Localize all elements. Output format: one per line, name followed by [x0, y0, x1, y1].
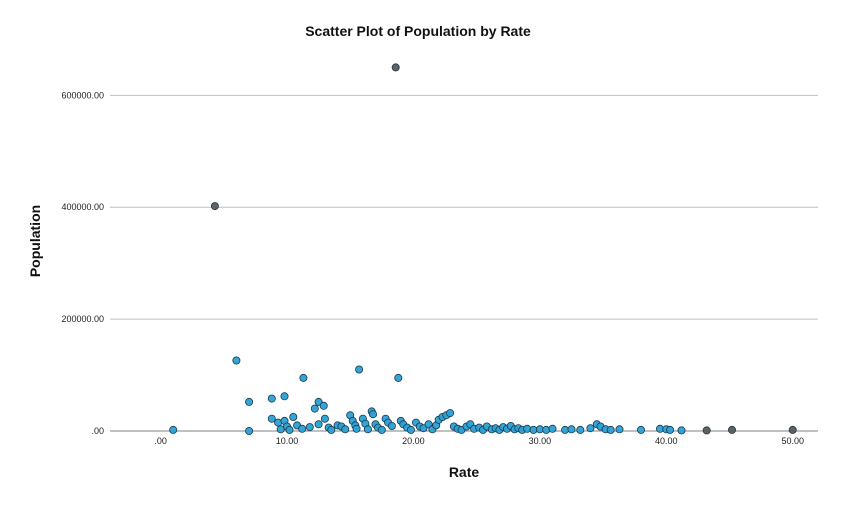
data-point [363, 425, 372, 434]
x-tick-label: 50.00 [781, 436, 804, 446]
x-tick-label: 10.00 [276, 436, 299, 446]
data-point [310, 404, 319, 413]
gridlines [110, 94, 818, 320]
data-point [305, 423, 314, 432]
data-point [355, 365, 364, 374]
data-point [327, 425, 336, 434]
y-tick-label: 400000.00 [61, 202, 104, 212]
data-points [169, 63, 797, 435]
data-point [169, 425, 178, 434]
x-tick-label: 40.00 [655, 436, 678, 446]
x-tick-labels: .00 10.00 20.00 30.00 40.00 50.00 [154, 436, 804, 446]
x-tick-label: 30.00 [529, 436, 552, 446]
data-point [606, 425, 615, 434]
data-point [394, 373, 403, 382]
data-point [280, 392, 289, 401]
data-point [666, 425, 675, 434]
data-point [289, 412, 298, 421]
data-point [299, 373, 308, 382]
data-point [576, 425, 585, 434]
data-point [314, 420, 323, 429]
data-point [387, 421, 396, 430]
data-point [210, 202, 219, 211]
data-point [615, 425, 624, 434]
data-point [567, 425, 576, 434]
data-point [245, 397, 254, 406]
data-point [446, 409, 455, 418]
data-point [406, 425, 415, 434]
data-point [267, 394, 276, 403]
chart-title: Scatter Plot of Population by Rate [305, 23, 531, 39]
data-point [298, 424, 307, 433]
data-point [677, 426, 686, 435]
data-point [391, 63, 400, 72]
y-axis-label: Population [27, 205, 43, 277]
data-point [320, 414, 329, 423]
data-point [341, 425, 350, 434]
x-tick-label: .00 [154, 436, 167, 446]
data-point [285, 425, 294, 434]
y-tick-labels: .00 200000.00 400000.00 600000.00 [61, 90, 104, 436]
data-point [319, 401, 328, 410]
data-point [377, 425, 386, 434]
data-point [788, 425, 797, 434]
y-tick-label: 200000.00 [61, 314, 104, 324]
y-tick-label: 600000.00 [61, 90, 104, 100]
data-point [548, 424, 557, 433]
data-point [267, 414, 276, 423]
x-tick-label: 20.00 [402, 436, 425, 446]
data-point [586, 424, 595, 433]
data-point [232, 356, 241, 365]
data-point [637, 425, 646, 434]
data-point [728, 425, 737, 434]
x-axis-label: Rate [449, 464, 480, 480]
data-point [352, 424, 361, 433]
data-point [702, 426, 711, 435]
data-point [368, 410, 377, 419]
data-point [245, 426, 254, 435]
y-tick-label: .00 [91, 426, 104, 436]
